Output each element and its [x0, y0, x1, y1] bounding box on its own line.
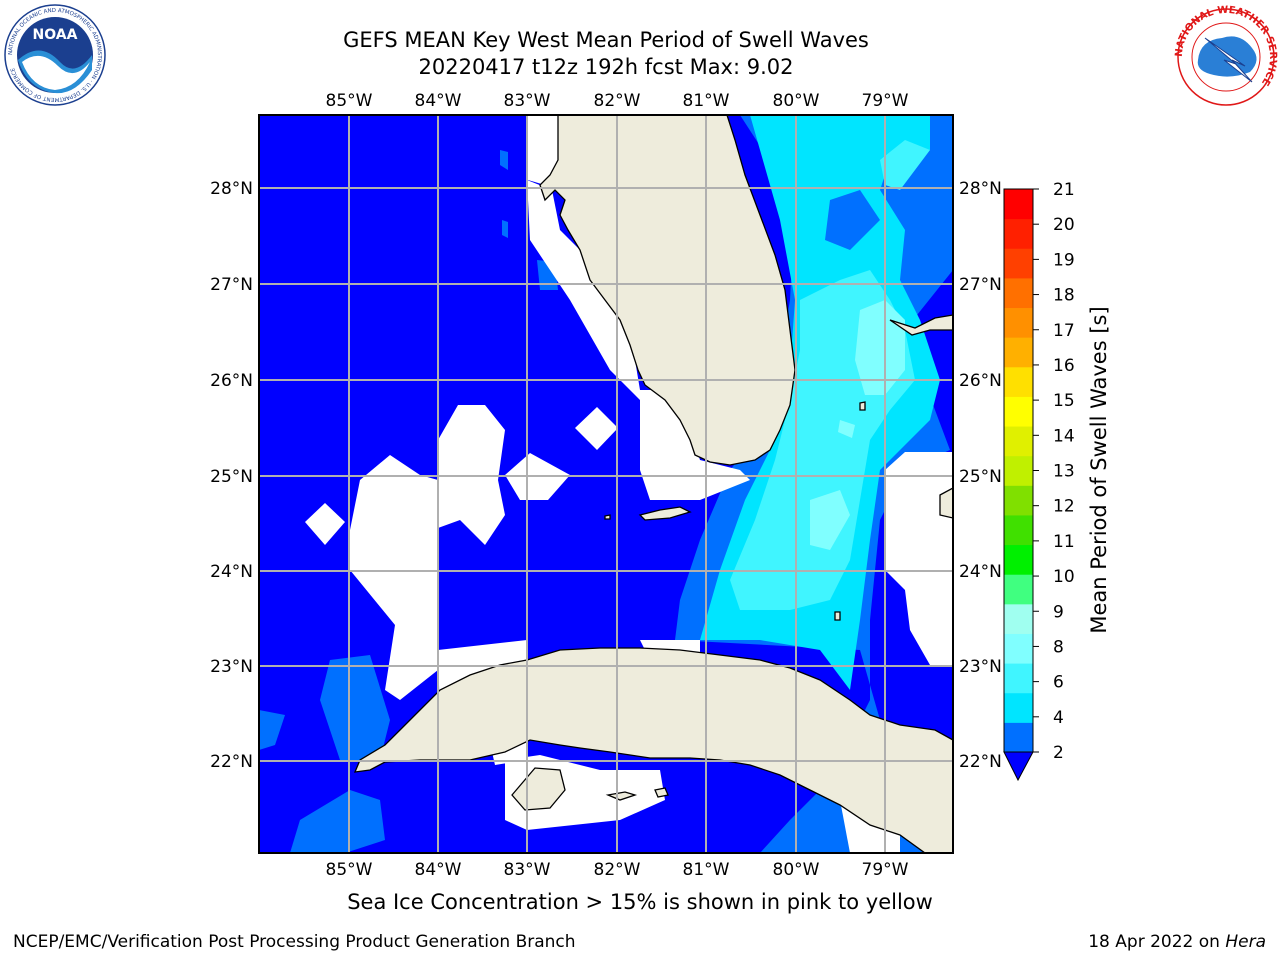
colorbar: 21 20 19 18 17 16 15 14 13 12 11 10 9 8 6 4 2 Mean Perio… — [1003, 180, 1111, 782]
lon-label-top: 81°W — [683, 91, 730, 111]
credit-text: NCEP/EMC/Verification Post Processing Pr… — [13, 932, 576, 952]
lon-label-top: 83°W — [504, 91, 551, 111]
lat-label-left: 22°N — [210, 752, 253, 772]
lon-label-top: 80°W — [773, 91, 820, 111]
colorbar-block — [1004, 218, 1033, 249]
colorbar-block — [1004, 337, 1033, 368]
colorbar-tick-label: 15 — [1053, 391, 1075, 411]
colorbar-tick-label: 8 — [1053, 637, 1064, 657]
lat-label-left: 26°N — [210, 371, 253, 391]
lat-label-right: 22°N — [959, 752, 1002, 772]
machine-name: Hera — [1225, 932, 1266, 952]
nws-logo: NATIONAL WEATHER SERVICE — [1174, 5, 1278, 106]
bahamas-south-land — [939, 487, 953, 519]
lat-label-right: 24°N — [959, 562, 1002, 582]
lon-label-bottom: 83°W — [504, 860, 551, 880]
colorbar-block — [1004, 692, 1033, 723]
colorbar-block — [1004, 574, 1033, 605]
date-text: 18 Apr 2022 on — [1088, 932, 1226, 952]
colorbar-block — [1004, 603, 1033, 634]
colorbar-block — [1004, 248, 1033, 279]
colorbar-block — [1004, 544, 1033, 575]
noaa-logo-text: NOAA — [33, 27, 78, 43]
colorbar-tick-label: 17 — [1053, 321, 1075, 341]
lon-label-bottom: 84°W — [415, 860, 462, 880]
colorbar-block — [1004, 366, 1033, 397]
lon-label-bottom: 81°W — [683, 860, 730, 880]
colorbar-block — [1004, 307, 1033, 338]
colorbar-block — [1004, 663, 1033, 694]
lat-label-left: 28°N — [210, 179, 253, 199]
florida-land — [539, 115, 796, 466]
lon-label-top: 85°W — [326, 91, 373, 111]
lon-labels: 85°W 84°W 83°W 82°W 81°W 80°W 79°W 85°W … — [326, 91, 909, 880]
map-frame — [258, 114, 954, 854]
colorbar-block — [1004, 455, 1033, 486]
colorbar-block — [1004, 396, 1033, 427]
florida-keys-land — [638, 506, 692, 521]
colorbar-tick-label: 6 — [1053, 673, 1064, 693]
sea-ice-note: Sea Ice Concentration > 15% is shown in … — [347, 890, 933, 914]
lat-label-left: 27°N — [210, 275, 253, 295]
lat-label-right: 23°N — [959, 657, 1002, 677]
colorbar-tick-label: 13 — [1053, 462, 1075, 482]
lon-label-bottom: 82°W — [594, 860, 641, 880]
colorbar-block — [1004, 633, 1033, 664]
colorbar-tick-label: 10 — [1053, 567, 1075, 587]
lat-label-left: 23°N — [210, 657, 253, 677]
colorbar-tick-label: 11 — [1053, 532, 1075, 552]
lat-label-right: 25°N — [959, 467, 1002, 487]
chart-title: GEFS MEAN Key West Mean Period of Swell … — [343, 28, 869, 52]
bahamas-land — [889, 314, 953, 336]
colorbar-tick-label: 16 — [1053, 356, 1075, 376]
colorbar-block — [1004, 426, 1033, 457]
noaa-logo: NATIONAL OCEANIC AND ATMOSPHERIC ADMINIS… — [4, 4, 106, 106]
colorbar-tick-label: 20 — [1053, 215, 1075, 235]
graticule — [259, 115, 953, 853]
lat-label-left: 25°N — [210, 467, 253, 487]
colorbar-block — [1004, 189, 1033, 220]
lon-label-top: 84°W — [415, 91, 462, 111]
colorbar-tick-label: 4 — [1053, 708, 1064, 728]
date-stamp: 18 Apr 2022 on Hera — [1088, 932, 1266, 952]
colorbar-tick-label: 2 — [1053, 743, 1064, 763]
colorbar-tick-label: 21 — [1053, 180, 1075, 200]
map-plot-area — [259, 115, 953, 853]
chart-subtitle: 20220417 t12z 192h fcst Max: 9.02 — [418, 55, 794, 79]
colorbar-tick-label: 18 — [1053, 286, 1075, 306]
lon-label-top: 79°W — [862, 91, 909, 111]
colorbar-block — [1004, 514, 1033, 546]
colorbar-block — [1004, 722, 1033, 753]
lon-label-bottom: 79°W — [862, 860, 909, 880]
lon-label-bottom: 85°W — [326, 860, 373, 880]
lon-label-bottom: 80°W — [773, 860, 820, 880]
lat-label-right: 28°N — [959, 179, 1002, 199]
colorbar-blocks — [1004, 189, 1033, 753]
lon-label-top: 82°W — [594, 91, 641, 111]
lat-labels: 28°N 27°N 26°N 25°N 24°N 23°N 22°N 28°N … — [210, 179, 1002, 772]
isla-juventud-land — [511, 767, 566, 811]
colorbar-block — [1004, 485, 1033, 516]
colorbar-ticks: 21 20 19 18 17 16 15 14 13 12 11 10 9 8 6 4 2 — [1033, 180, 1075, 763]
lat-label-left: 24°N — [210, 562, 253, 582]
colorbar-extend-arrow — [1003, 751, 1034, 782]
colorbar-tick-label: 9 — [1053, 602, 1064, 622]
colorbar-label: Mean Period of Swell Waves [s] — [1087, 306, 1111, 633]
swell-8-9s-fill — [810, 300, 905, 550]
lat-label-right: 26°N — [959, 371, 1002, 391]
colorbar-tick-label: 14 — [1053, 426, 1075, 446]
colorbar-block — [1004, 277, 1033, 309]
colorbar-tick-label: 19 — [1053, 250, 1075, 270]
colorbar-tick-label: 12 — [1053, 497, 1075, 517]
lat-label-right: 27°N — [959, 275, 1002, 295]
